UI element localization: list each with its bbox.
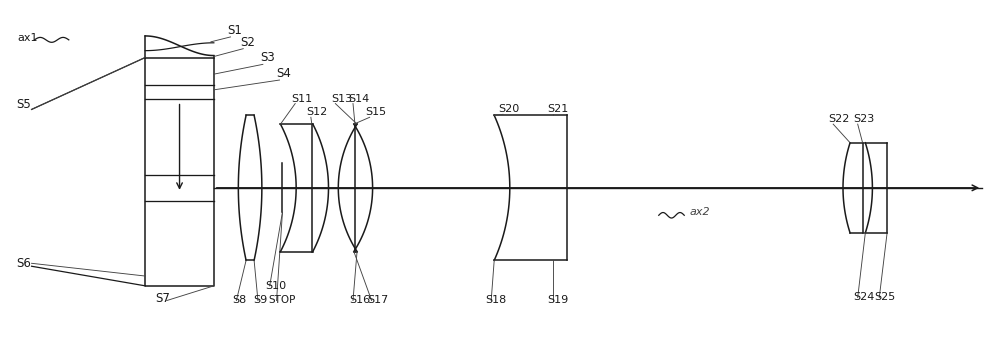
Text: S9: S9 [253, 296, 267, 305]
Text: S17: S17 [368, 296, 389, 305]
Text: S23: S23 [853, 114, 874, 124]
Text: S11: S11 [291, 94, 312, 104]
Text: S1: S1 [228, 24, 242, 37]
Text: S5: S5 [16, 98, 31, 111]
Text: S4: S4 [277, 67, 291, 80]
Text: S3: S3 [260, 51, 275, 64]
Text: S14: S14 [348, 94, 369, 104]
Text: S15: S15 [366, 107, 387, 117]
Text: ax1: ax1 [18, 33, 38, 43]
Text: S6: S6 [16, 257, 31, 270]
Text: S13: S13 [331, 94, 353, 104]
Text: ax2: ax2 [689, 207, 710, 217]
Text: S21: S21 [547, 104, 568, 114]
Text: S22: S22 [828, 114, 850, 124]
Text: S12: S12 [306, 107, 327, 117]
Text: S7: S7 [155, 292, 170, 305]
Text: S19: S19 [547, 296, 568, 305]
Text: S20: S20 [498, 104, 519, 114]
Text: S2: S2 [240, 36, 255, 49]
Text: STOP: STOP [269, 296, 296, 305]
Text: S24: S24 [853, 292, 874, 302]
Text: S8: S8 [232, 296, 247, 305]
Text: S18: S18 [485, 296, 507, 305]
Text: S10: S10 [265, 281, 286, 291]
Text: S25: S25 [874, 292, 896, 302]
Text: S16: S16 [349, 296, 370, 305]
